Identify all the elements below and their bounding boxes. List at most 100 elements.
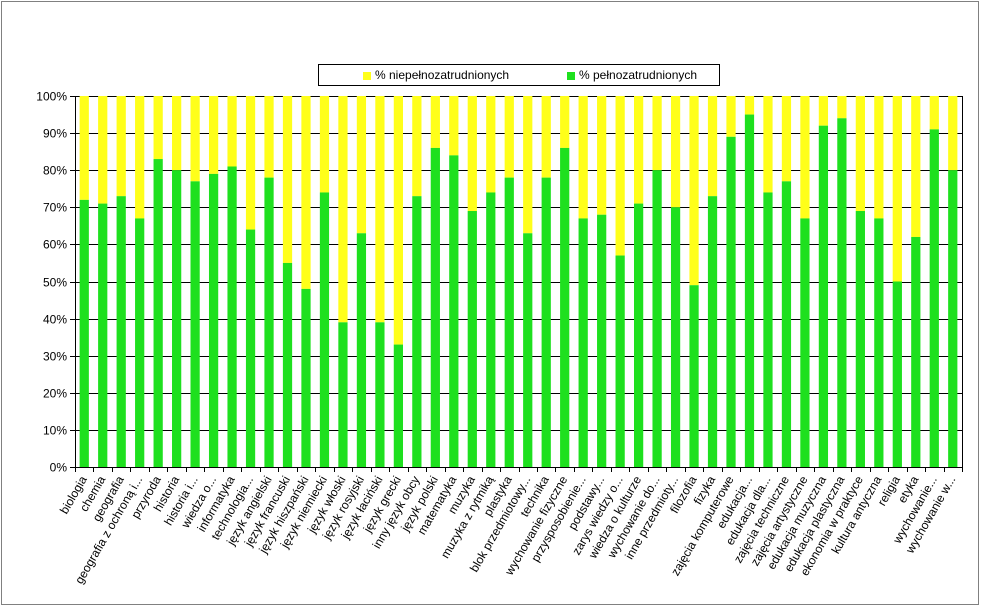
bar-partial: [929, 96, 939, 130]
bar-partial: [449, 96, 459, 156]
y-tick-label: 70%: [43, 201, 67, 215]
bar-partial: [135, 96, 145, 219]
bar-full: [172, 170, 182, 467]
bar-partial: [245, 96, 256, 230]
bar-full: [135, 218, 145, 467]
bar-partial: [208, 96, 219, 174]
bar-partial: [430, 96, 440, 148]
bar-full: [911, 236, 921, 467]
bar-partial: [523, 96, 533, 234]
bar-partial: [948, 96, 958, 171]
bar-full: [855, 211, 865, 467]
bar-full: [597, 214, 607, 467]
bar-partial: [190, 96, 200, 182]
legend-swatch-full: [567, 71, 575, 80]
bar-full: [319, 192, 330, 467]
bar-partial: [597, 96, 607, 215]
y-tick-label: 90%: [43, 127, 67, 141]
bar-partial: [818, 96, 829, 126]
y-tick-label: 10%: [43, 424, 67, 438]
bar-partial: [412, 96, 422, 197]
chart-legend: % niepełnozatrudnionych % pełnozatrudnio…: [318, 64, 720, 86]
bar-partial: [504, 96, 514, 178]
bar-partial: [855, 96, 865, 212]
bar-full: [430, 147, 440, 467]
bar-full: [393, 344, 404, 467]
bar-partial: [615, 96, 625, 256]
bar-partial: [652, 96, 662, 171]
bar-full: [948, 170, 958, 467]
bar-full: [116, 196, 126, 468]
bar-partial: [356, 96, 367, 234]
bar-partial: [689, 96, 699, 286]
bar-partial: [153, 96, 163, 160]
bar-partial: [633, 96, 644, 204]
bar-partial: [726, 96, 736, 137]
bar-full: [301, 288, 311, 467]
bar-partial: [79, 96, 89, 200]
bar-full: [190, 181, 200, 467]
bar-full: [98, 203, 108, 467]
bar-full: [837, 118, 847, 467]
bar-full: [153, 159, 163, 467]
bar-full: [615, 255, 625, 467]
bar-full: [781, 181, 792, 467]
bar-full: [486, 192, 496, 467]
bar-partial: [319, 96, 330, 193]
bar-full: [707, 196, 718, 468]
bar-full: [670, 207, 681, 468]
y-tick-label: 80%: [43, 164, 67, 178]
bar-full: [79, 199, 89, 467]
y-tick-label: 50%: [43, 276, 67, 290]
bar-full: [356, 233, 367, 467]
bar-partial: [301, 96, 311, 289]
legend-swatch-partial: [363, 71, 371, 80]
bar-partial: [486, 96, 496, 193]
bar-partial: [98, 96, 108, 204]
bar-full: [874, 218, 884, 467]
bar-partial: [800, 96, 810, 219]
bar-full: [208, 173, 219, 467]
bar-full: [892, 281, 902, 467]
y-tick-label: 60%: [43, 238, 67, 252]
bar-partial: [578, 96, 588, 219]
bar-full: [245, 229, 256, 467]
bar-partial: [670, 96, 681, 208]
bar-partial: [338, 96, 348, 323]
bar-partial: [467, 96, 477, 212]
bar-full: [338, 322, 348, 467]
bar-full: [282, 262, 293, 467]
bar-full: [929, 129, 939, 467]
bar-partial: [282, 96, 293, 263]
bar-partial: [560, 96, 570, 148]
bar-partial: [116, 96, 126, 197]
bar-full: [578, 218, 588, 467]
bar-partial: [264, 96, 274, 178]
bar-full: [744, 114, 755, 468]
bar-partial: [781, 96, 792, 182]
y-tick-label: 100%: [36, 90, 67, 104]
bar-partial: [892, 96, 902, 282]
bar-full: [467, 211, 477, 467]
bar-full: [726, 136, 736, 467]
bar-full: [800, 218, 810, 467]
bar-partial: [874, 96, 884, 219]
bar-partial: [837, 96, 847, 119]
bar-full: [818, 125, 829, 468]
legend-label-full: % pełnozatrudnionych: [579, 68, 698, 82]
bar-partial: [375, 96, 385, 323]
legend-item-partial: % niepełnozatrudnionych: [363, 68, 509, 82]
bar-full: [560, 147, 570, 467]
bar-partial: [227, 96, 237, 167]
bar-full: [689, 285, 699, 467]
bar-full: [633, 203, 644, 467]
bar-full: [375, 322, 385, 467]
bar-full: [412, 196, 422, 468]
bar-full: [227, 166, 237, 468]
bar-full: [264, 177, 274, 467]
bar-full: [763, 192, 773, 467]
bar-partial: [911, 96, 921, 237]
